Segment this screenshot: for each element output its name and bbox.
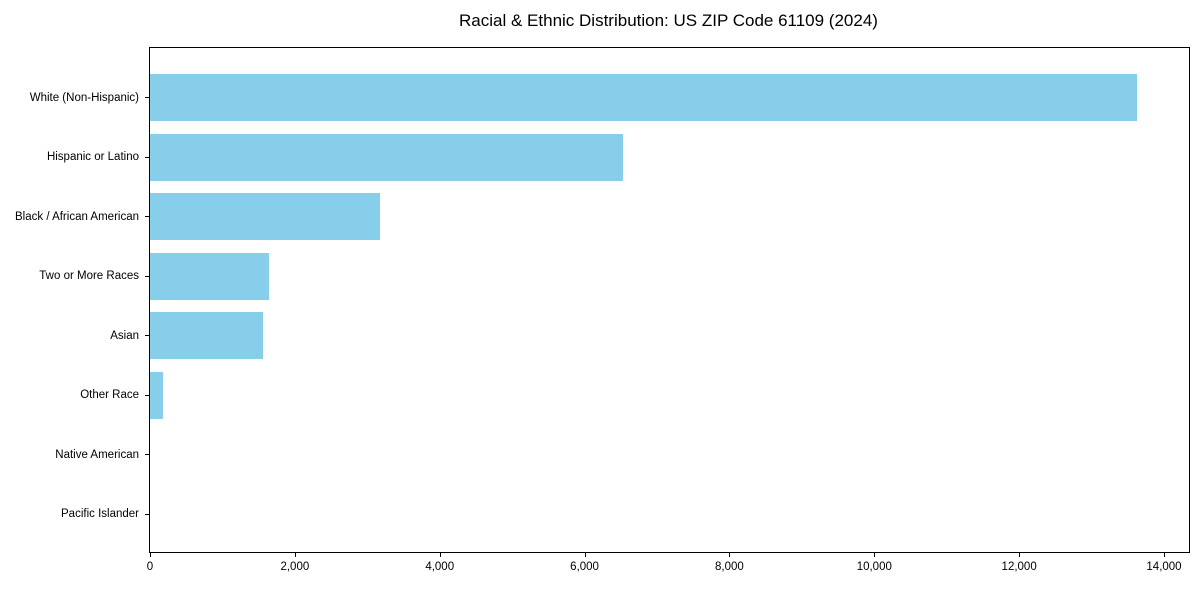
y-label-black-african-american: Black / African American bbox=[15, 210, 139, 223]
y-label-other-race: Other Race bbox=[80, 389, 139, 402]
plot-area: White (Non-Hispanic) Hispanic or Latino Bl… bbox=[15, 47, 1190, 573]
x-tick-10000 bbox=[874, 553, 876, 557]
x-tick-14000 bbox=[1164, 553, 1165, 557]
y-label-two-or-more-races: Two or More Races bbox=[39, 270, 139, 283]
bar-hispanic-or-latino bbox=[150, 133, 623, 181]
x-tick-8000 bbox=[729, 553, 731, 557]
bar-other-race bbox=[150, 371, 164, 419]
x-tick-label-12000: 12,000 bbox=[1001, 561, 1037, 573]
x-tick-label-0: 0 bbox=[146, 561, 154, 573]
y-label-pacific-islander: Pacific Islander bbox=[61, 508, 139, 521]
bar-white-non-hispanic bbox=[150, 74, 1138, 121]
x-tick-label-2000: 2,000 bbox=[280, 561, 310, 573]
x-tick-label-6000: 6,000 bbox=[570, 561, 599, 573]
x-tick-label-14000: 14,000 bbox=[1146, 561, 1182, 573]
y-tick-pacific-islander bbox=[145, 513, 149, 515]
y-tick-two-or-more-races bbox=[145, 275, 149, 277]
y-tick-asian bbox=[145, 335, 149, 337]
bar-black-african-american bbox=[150, 193, 381, 241]
y-label-white-non-hispanic: White (Non-Hispanic) bbox=[29, 91, 139, 104]
x-tick-4000 bbox=[439, 553, 441, 557]
x-tick-label-10000: 10,000 bbox=[856, 561, 892, 573]
x-tick-label-4000: 4,000 bbox=[425, 561, 455, 573]
y-tick-white-non-hispanic bbox=[145, 97, 149, 98]
y-tick-other-race bbox=[145, 394, 149, 396]
y-tick-native-american bbox=[145, 454, 149, 456]
x-tick-6000 bbox=[584, 553, 586, 557]
x-tick-2000 bbox=[294, 553, 296, 557]
y-tick-black-african-american bbox=[145, 216, 149, 218]
bar-two-or-more-races bbox=[150, 252, 269, 300]
y-label-asian: Asian bbox=[110, 329, 139, 342]
bar-asian bbox=[150, 312, 263, 360]
x-tick-0 bbox=[150, 553, 151, 557]
x-tick-12000 bbox=[1019, 553, 1021, 557]
chart-title: Racial & Ethnic Distribution: US ZIP Cod… bbox=[459, 11, 878, 30]
x-tick-label-8000: 8,000 bbox=[715, 561, 744, 573]
y-label-hispanic-or-latino: Hispanic or Latino bbox=[46, 151, 139, 164]
y-label-native-american: Native American bbox=[55, 448, 139, 461]
y-tick-hispanic-or-latino bbox=[145, 156, 149, 158]
